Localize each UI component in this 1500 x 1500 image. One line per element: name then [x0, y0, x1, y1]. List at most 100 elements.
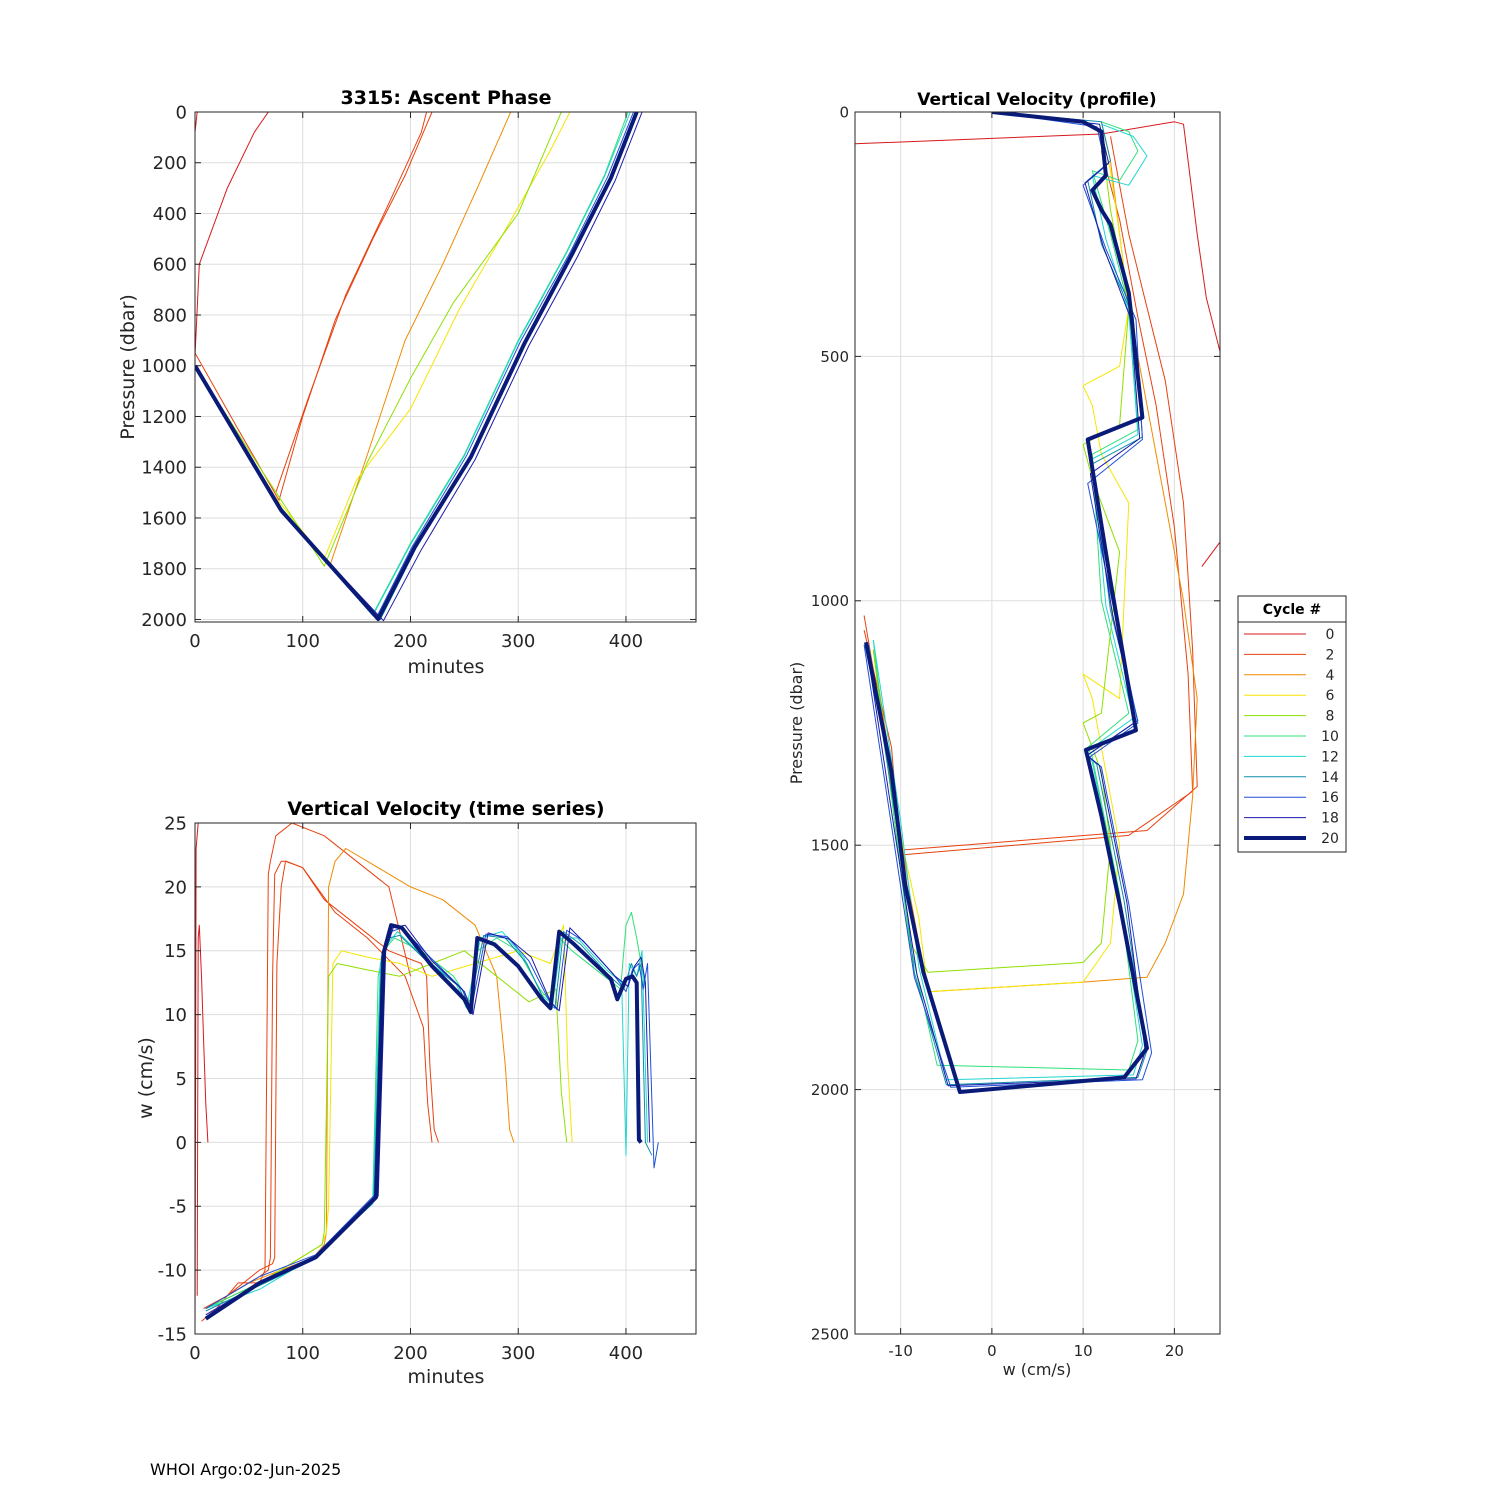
profile-ticks: -10 0 10 20 0 500 1000 1500 2000 2500 — [811, 103, 1220, 1360]
ascent-axes-box — [194, 111, 697, 623]
ascent-ytick-label: 1600 — [141, 508, 187, 529]
profile-series-cycle-8 — [872, 136, 1130, 973]
profile-series-cycle-6 — [872, 131, 1130, 993]
ascent-ylabel: Pressure (dbar) — [117, 294, 139, 440]
profile-ytick-label: 0 — [839, 103, 849, 121]
profile-plot-area — [855, 112, 1220, 1334]
timeseries-series-cycle-0 — [196, 924, 209, 1296]
timeseries-ticks: 0 100 200 300 400 -15 -10 -5 0 5 10 15 20 25 — [158, 813, 696, 1364]
profile-ytick-label: 500 — [820, 348, 849, 366]
legend-title: Cycle # — [1263, 602, 1322, 618]
timeseries-title: Vertical Velocity (time series) — [287, 798, 604, 820]
profile-xtick-label: 0 — [987, 1342, 997, 1360]
profile-series-cycle-16 — [863, 112, 1153, 1088]
timeseries-series — [195, 823, 659, 1334]
profile-series-cycle-10 — [872, 121, 1139, 1071]
legend-label-cycle-0: 0 — [1326, 627, 1335, 643]
ascent-ytick-label: 800 — [153, 305, 187, 326]
profile-xtick-label: 20 — [1165, 1342, 1184, 1360]
ascent-ytick-label: 200 — [153, 153, 187, 174]
ascent-series-cycle-20 — [195, 112, 639, 621]
profile-title: Vertical Velocity (profile) — [917, 90, 1156, 110]
timeseries-ytick-label: -5 — [169, 1197, 187, 1218]
legend-label-cycle-4: 4 — [1326, 668, 1335, 684]
timeseries-ytick-label: 15 — [164, 941, 187, 962]
profile-panel: -10 0 10 20 0 500 1000 1500 2000 2500 Vertical Ve… — [787, 90, 1221, 1379]
ascent-series-cycle-8 — [195, 112, 562, 567]
timeseries-panel: 0 100 200 300 400 -15 -10 -5 0 5 10 15 20 25 Vertical… — [135, 798, 697, 1388]
ascent-xtick-label: 300 — [501, 631, 535, 652]
ascent-xlabel: minutes — [408, 656, 485, 678]
timeseries-series-cycle-12 — [205, 931, 648, 1309]
profile-series-cycle-12 — [872, 123, 1148, 1081]
timeseries-series-cycle-4 — [205, 848, 515, 1309]
ascent-ytick-label: 600 — [153, 255, 187, 276]
timeseries-ytick-label: 5 — [176, 1069, 187, 1090]
legend-label-cycle-2: 2 — [1326, 647, 1335, 663]
legend-label-cycle-8: 8 — [1326, 709, 1335, 725]
profile-ylabel: Pressure (dbar) — [787, 662, 806, 785]
ascent-ticks: 0 100 200 300 400 0 200 400 600 800 1000 1200 1400 16… — [141, 102, 696, 652]
profile-ytick-label: 1500 — [811, 837, 849, 855]
timeseries-ytick-label: -10 — [158, 1261, 187, 1282]
legend-label-cycle-6: 6 — [1326, 688, 1335, 704]
profile-series-cycle-0 — [855, 121, 1220, 352]
ascent-ytick-label: 2000 — [141, 610, 187, 631]
profile-ytick-label: 1000 — [811, 592, 849, 610]
footer-text: WHOI Argo:02-Jun-2025 — [150, 1460, 342, 1479]
profile-ytick-label: 2000 — [811, 1081, 849, 1099]
timeseries-xtick-label: 300 — [501, 1343, 535, 1364]
ascent-plot-area — [195, 112, 696, 622]
timeseries-series-cycle-14 — [205, 931, 653, 1312]
timeseries-ytick-label: -15 — [158, 1324, 187, 1345]
profile-series-cycle-0 — [1201, 541, 1220, 567]
ascent-ytick-label: 0 — [176, 102, 187, 123]
timeseries-ytick-label: 10 — [164, 1005, 187, 1026]
profile-xtick-label: 10 — [1074, 1342, 1093, 1360]
profile-xlabel: w (cm/s) — [1003, 1360, 1072, 1379]
timeseries-ytick-label: 20 — [164, 877, 187, 898]
timeseries-series-cycle-18 — [205, 924, 651, 1316]
legend-entries: 0 2 4 6 8 10 12 14 16 18 20 — [1244, 627, 1339, 847]
profile-xtick-label: -10 — [888, 1342, 913, 1360]
ascent-ytick-label: 1800 — [141, 559, 187, 580]
ascent-series — [195, 112, 643, 622]
ascent-series-cycle-6 — [195, 112, 571, 560]
ascent-series-cycle-2 — [275, 112, 428, 493]
ascent-xtick-label: 100 — [286, 631, 320, 652]
timeseries-xlabel: minutes — [408, 1366, 485, 1388]
timeseries-series-cycle-10 — [205, 911, 646, 1309]
timeseries-xtick-label: 200 — [393, 1343, 427, 1364]
ascent-series-cycle-0 — [195, 112, 269, 356]
timeseries-ytick-label: 0 — [176, 1133, 187, 1154]
timeseries-xtick-label: 0 — [189, 1343, 200, 1364]
timeseries-series-cycle-2 — [201, 823, 411, 1322]
legend-box — [1237, 595, 1347, 853]
timeseries-series-cycle-2 — [203, 860, 433, 1309]
legend-label-cycle-10: 10 — [1321, 729, 1339, 745]
legend: Cycle # 0 2 4 6 8 10 12 14 16 18 20 — [1237, 595, 1347, 853]
legend-label-cycle-18: 18 — [1321, 811, 1339, 827]
ascent-ytick-label: 1000 — [141, 356, 187, 377]
legend-label-cycle-14: 14 — [1321, 770, 1339, 786]
ascent-title: 3315: Ascent Phase — [341, 87, 552, 109]
ascent-ytick-label: 1200 — [141, 407, 187, 428]
timeseries-xtick-label: 100 — [286, 1343, 320, 1364]
timeseries-series-cycle-0 — [195, 823, 204, 1334]
timeseries-xtick-label: 400 — [609, 1343, 643, 1364]
ascent-ytick-label: 400 — [153, 204, 187, 225]
legend-label-cycle-12: 12 — [1321, 749, 1339, 765]
ascent-xtick-label: 400 — [609, 631, 643, 652]
legend-label-cycle-20: 20 — [1321, 831, 1339, 847]
ascent-xtick-label: 200 — [393, 631, 427, 652]
timeseries-ytick-label: 25 — [164, 813, 187, 834]
legend-label-cycle-16: 16 — [1321, 790, 1339, 806]
ascent-phase-panel: 0 100 200 300 400 0 200 400 600 800 1000 1200 1400 16… — [117, 87, 697, 678]
ascent-ytick-label: 1400 — [141, 458, 187, 479]
timeseries-ylabel: w (cm/s) — [135, 1037, 157, 1119]
ascent-xtick-label: 0 — [189, 631, 200, 652]
profile-series-cycle-20 — [864, 112, 1149, 1094]
profile-ytick-label: 2500 — [811, 1325, 849, 1343]
profile-series — [855, 112, 1220, 1094]
